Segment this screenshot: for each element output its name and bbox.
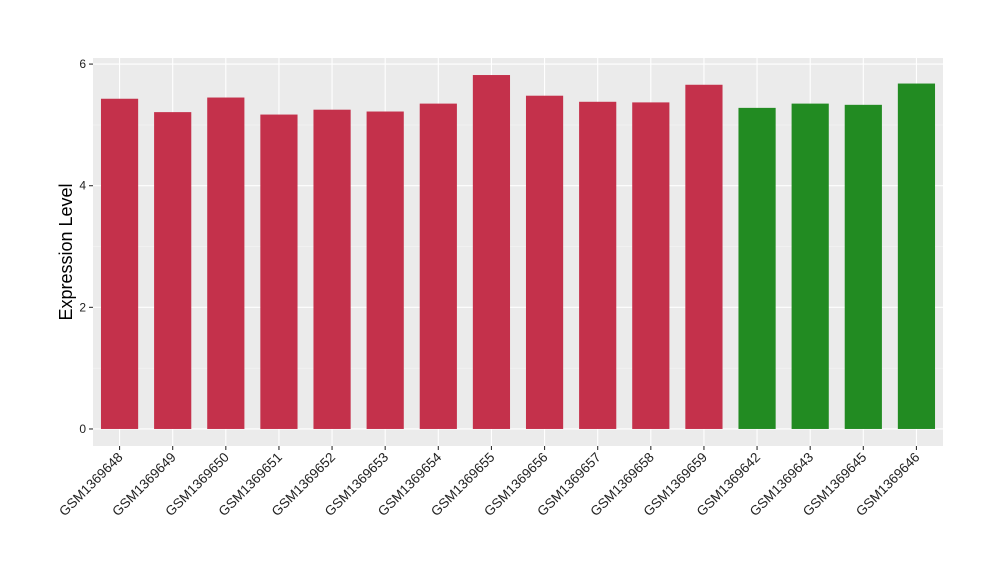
bar-GSM1369642 xyxy=(738,107,776,429)
bar-GSM1369645 xyxy=(844,104,882,429)
bar-GSM1369659 xyxy=(685,84,723,429)
bars xyxy=(100,75,936,429)
bar-GSM1369657 xyxy=(579,101,617,429)
bar-GSM1369643 xyxy=(791,103,829,429)
y-axis-title: Expression Level xyxy=(56,183,76,320)
y-tick-label: 2 xyxy=(79,300,86,314)
bar-GSM1369656 xyxy=(525,95,564,429)
bar-GSM1369655 xyxy=(472,75,511,429)
bar-GSM1369646 xyxy=(897,83,936,429)
y-tick-label: 0 xyxy=(79,422,86,436)
bar-GSM1369654 xyxy=(419,103,457,429)
y-tick-label: 4 xyxy=(79,179,86,193)
bar-GSM1369648 xyxy=(100,98,139,429)
bar-GSM1369650 xyxy=(207,97,245,429)
bar-GSM1369653 xyxy=(366,111,404,429)
bar-GSM1369651 xyxy=(260,114,298,429)
bar-GSM1369652 xyxy=(313,109,351,429)
x-axis: GSM1369648GSM1369649GSM1369650GSM1369651… xyxy=(56,446,923,519)
bar-GSM1369649 xyxy=(154,112,192,429)
y-axis: 0 2 4 6 xyxy=(79,57,93,436)
y-tick-label: 6 xyxy=(79,57,86,71)
bar-GSM1369658 xyxy=(632,102,670,429)
